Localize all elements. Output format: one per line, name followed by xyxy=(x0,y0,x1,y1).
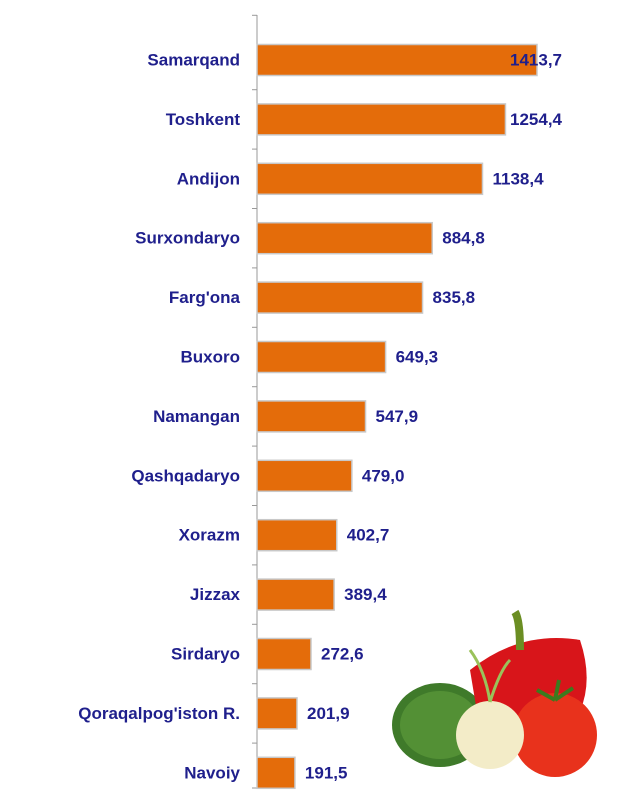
bar xyxy=(257,342,386,373)
bar xyxy=(257,401,366,432)
category-label: Samarqand xyxy=(147,50,240,69)
category-label: Navoiy xyxy=(184,763,240,782)
value-label: 272,6 xyxy=(321,644,364,663)
bar xyxy=(257,104,505,135)
bar xyxy=(257,163,482,194)
category-label: Farg'ona xyxy=(169,288,241,307)
value-label: 479,0 xyxy=(362,466,405,485)
bar xyxy=(257,757,295,788)
value-label: 201,9 xyxy=(307,704,350,723)
category-label: Qoraqalpog'iston R. xyxy=(78,704,240,723)
value-label: 649,3 xyxy=(396,347,439,366)
category-label: Qashqadaryo xyxy=(131,466,240,485)
category-label: Jizzax xyxy=(190,585,241,604)
bar xyxy=(257,45,537,76)
bar xyxy=(257,223,432,254)
category-label: Namangan xyxy=(153,407,240,426)
category-label: Xorazm xyxy=(179,526,240,545)
bar xyxy=(257,639,311,670)
value-label: 389,4 xyxy=(344,585,387,604)
bar xyxy=(257,282,423,313)
category-label: Toshkent xyxy=(166,110,241,129)
value-label: 191,5 xyxy=(305,763,348,782)
value-label: 547,9 xyxy=(376,407,419,426)
value-label: 402,7 xyxy=(347,526,390,545)
vegetables-decoration xyxy=(392,612,597,777)
category-label: Andijon xyxy=(177,169,240,188)
value-label: 1138,4 xyxy=(492,169,544,188)
bar xyxy=(257,520,337,551)
category-label: Buxoro xyxy=(181,347,241,366)
bar xyxy=(257,698,297,729)
value-label: 835,8 xyxy=(433,288,476,307)
bar xyxy=(257,579,334,610)
chart: Samarqand 1413,7 Toshkent 1254,4 Andijon 1138… xyxy=(0,0,627,791)
category-label: Surxondaryo xyxy=(135,229,240,248)
category-label: Sirdaryo xyxy=(171,644,240,663)
value-label: 1254,4 xyxy=(510,110,563,129)
value-label: 1413,7 xyxy=(510,50,562,69)
bar xyxy=(257,460,352,491)
value-label: 884,8 xyxy=(442,229,485,248)
page: Samarqand 1413,7 Toshkent 1254,4 Andijon 1138… xyxy=(0,0,627,791)
